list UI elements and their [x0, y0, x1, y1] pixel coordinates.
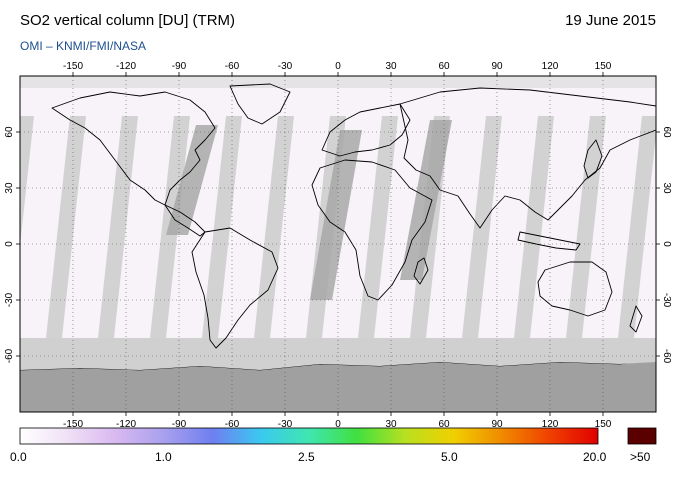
swath-gap-stripe — [462, 116, 502, 338]
colorbar-label-0: 0.0 — [10, 450, 27, 464]
map-date: 19 June 2015 — [565, 12, 656, 29]
japan-coast — [583, 139, 603, 179]
arctic-grey — [20, 76, 656, 88]
colorbar-overflow-swatch — [627, 427, 657, 445]
lon-tick-label-bottom: 60 — [438, 419, 450, 430]
new-zealand-coast — [629, 305, 643, 333]
lon-tick-label-top: -150 — [63, 61, 83, 72]
lon-tick-label-bottom: -90 — [172, 419, 187, 430]
colorbar-label-2: 2.5 — [298, 450, 315, 464]
lat-tick-label-left: -30 — [4, 292, 15, 307]
lat-tick-label-right: 30 — [661, 182, 672, 194]
swath-gap-stripe — [20, 116, 34, 246]
lon-tick-label-top: 30 — [385, 61, 397, 72]
australia-coast — [537, 261, 613, 317]
lon-tick-label-bottom: -120 — [116, 419, 136, 430]
lon-tick-label-bottom: 120 — [542, 419, 559, 430]
credit-line: OMI – KNMI/FMI/NASA — [20, 39, 147, 53]
north-america-coast — [51, 91, 216, 206]
colorbar-label-1: 1.0 — [155, 450, 172, 464]
lon-tick-label-top: -60 — [225, 61, 240, 72]
lat-axis-right: 60 30 0 -30 -60 — [656, 126, 672, 364]
lon-tick-label-top: -30 — [278, 61, 293, 72]
map-title: SO2 vertical column [DU] (TRM) — [20, 12, 236, 29]
lon-tick-label-bottom: 90 — [491, 419, 503, 430]
lon-tick-label-bottom: -150 — [63, 419, 83, 430]
colorbar — [19, 427, 599, 445]
lat-tick-label-left: 0 — [4, 241, 15, 247]
colorbar-label-3: 5.0 — [441, 450, 458, 464]
swath-gap-stripe — [98, 116, 138, 338]
southern-grey-band — [20, 338, 656, 370]
swath-gap-stripe — [358, 116, 398, 338]
asia-coast — [399, 87, 656, 229]
swath-gap-stripe — [46, 116, 86, 338]
lon-tick-label-top: 90 — [491, 61, 503, 72]
europe-coast — [321, 103, 411, 157]
overpass-stripe — [166, 125, 218, 235]
lon-tick-label-top: 120 — [542, 61, 559, 72]
madagascar-coast — [413, 257, 429, 285]
lat-tick-label-left: 30 — [4, 182, 15, 194]
lon-tick-label-top: -120 — [116, 61, 136, 72]
greenland-coast — [229, 83, 291, 125]
map-plot-area — [20, 76, 656, 412]
lon-tick-label-bottom: -60 — [225, 419, 240, 430]
lon-tick-label-top: 60 — [438, 61, 450, 72]
central-america-coast — [164, 204, 206, 237]
lat-tick-label-right: 0 — [661, 241, 672, 247]
lon-axis-top: -150 -120 -90 -60 -30 0 30 60 90 120 150 — [63, 61, 612, 76]
colorbar-label-4: 20.0 — [583, 450, 607, 464]
swath-gap-stripe — [254, 116, 294, 338]
colorbar-label-5: >50 — [630, 450, 651, 464]
africa-coast — [311, 159, 433, 301]
indonesia-coast — [517, 231, 581, 251]
overpass-stripe — [400, 120, 452, 280]
swath-gap-stripe — [202, 116, 242, 338]
lon-axis-bottom: -150 -120 -90 -60 -30 0 30 60 90 120 150 — [63, 412, 612, 430]
overpass-stripes — [166, 120, 452, 300]
graticule — [20, 76, 656, 412]
lat-axis-left: 60 30 0 -30 -60 — [4, 126, 20, 363]
overpass-stripe — [310, 130, 362, 300]
lon-tick-label-bottom: 150 — [595, 419, 612, 430]
lon-tick-label-bottom: 30 — [385, 419, 397, 430]
lat-tick-label-right: 60 — [661, 126, 672, 138]
lon-tick-label-bottom: -30 — [278, 419, 293, 430]
lat-tick-label-right: -30 — [661, 293, 672, 308]
swath-gap-stripe — [514, 116, 554, 338]
lat-tick-label-right: -60 — [661, 349, 672, 364]
lon-tick-label-top: 0 — [335, 61, 341, 72]
lat-tick-label-left: 60 — [4, 126, 15, 138]
lon-tick-label-top: 150 — [595, 61, 612, 72]
lon-tick-label-top: -90 — [172, 61, 187, 72]
lat-tick-label-left: -60 — [4, 348, 15, 363]
swath-gap-stripe — [618, 116, 656, 338]
lon-tick-label-bottom: 0 — [335, 419, 341, 430]
